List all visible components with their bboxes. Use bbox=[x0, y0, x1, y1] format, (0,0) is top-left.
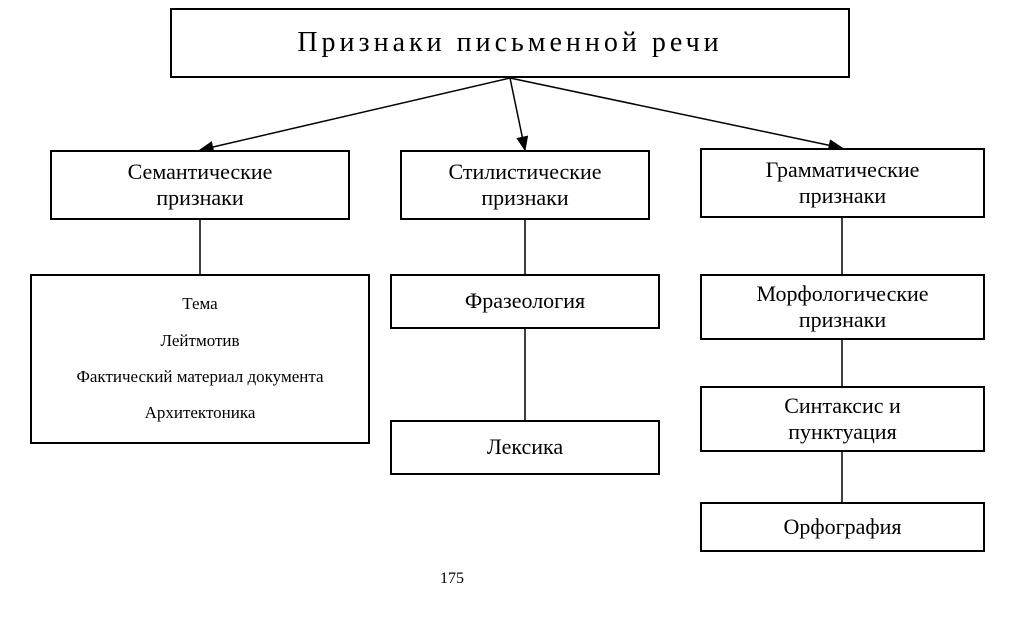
phraseology-label: Фразеология bbox=[465, 288, 585, 314]
title-box: Признаки письменной речи bbox=[170, 8, 850, 78]
semantic-item-3: Архитектоника bbox=[145, 403, 256, 423]
page-number-label: 175 bbox=[440, 570, 464, 587]
phraseology-box: Фразеология bbox=[390, 274, 660, 329]
lexis-label: Лексика bbox=[487, 434, 563, 460]
category-semantic: Семантическиепризнаки bbox=[50, 150, 350, 220]
category-semantic-label: Семантическиепризнаки bbox=[128, 159, 273, 212]
morphological-label: Морфологическиепризнаки bbox=[756, 281, 928, 334]
syntax-box: Синтаксис ипунктуация bbox=[700, 386, 985, 452]
orthography-box: Орфография bbox=[700, 502, 985, 552]
category-grammatical: Грамматическиепризнаки bbox=[700, 148, 985, 218]
semantic-list-box: Тема Лейтмотив Фактический материал доку… bbox=[30, 274, 370, 444]
semantic-item-1: Лейтмотив bbox=[160, 331, 239, 351]
semantic-item-0: Тема bbox=[182, 294, 217, 314]
morphological-box: Морфологическиепризнаки bbox=[700, 274, 985, 340]
orthography-label: Орфография bbox=[783, 514, 901, 540]
syntax-label: Синтаксис ипунктуация bbox=[784, 393, 901, 446]
category-stylistic: Стилистическиепризнаки bbox=[400, 150, 650, 220]
title-label: Признаки письменной речи bbox=[297, 26, 722, 60]
page-number: 175 bbox=[440, 570, 464, 588]
category-grammatical-label: Грамматическиепризнаки bbox=[766, 157, 920, 210]
lexis-box: Лексика bbox=[390, 420, 660, 475]
category-stylistic-label: Стилистическиепризнаки bbox=[448, 159, 601, 212]
semantic-item-2: Фактический материал документа bbox=[76, 367, 323, 387]
